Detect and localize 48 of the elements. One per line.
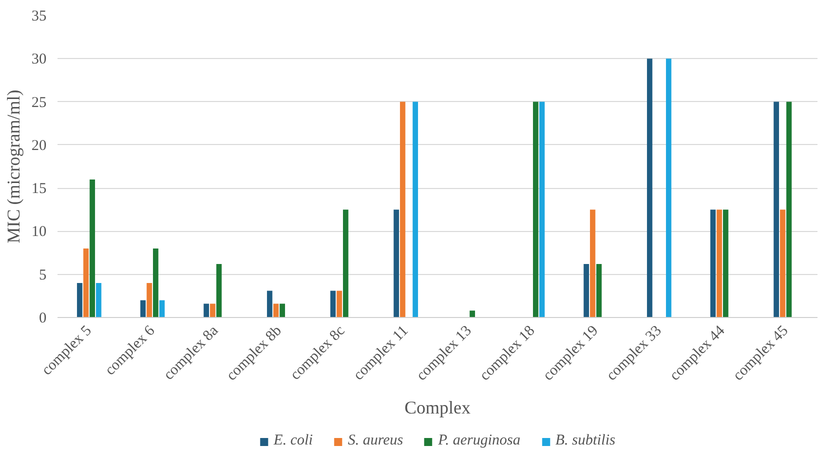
bar: [412, 102, 418, 318]
bar: [722, 210, 728, 318]
bar: [666, 58, 672, 318]
bar: [532, 102, 538, 318]
bar: [216, 264, 222, 318]
bar: [710, 210, 716, 318]
bar: [146, 282, 152, 318]
bar: [140, 300, 146, 318]
legend-label: E. coli: [274, 432, 313, 450]
y-tick-label: 30: [32, 52, 46, 68]
bar: [204, 304, 210, 318]
x-axis-title: Complex: [404, 398, 470, 418]
bar: [159, 300, 165, 318]
bar: [716, 210, 722, 318]
bar: [470, 310, 476, 318]
bar: [596, 264, 602, 318]
bar: [280, 304, 286, 318]
y-tick-label: 25: [32, 94, 46, 111]
legend-label: P. aeruginosa: [438, 432, 520, 450]
y-tick-label: 10: [32, 224, 46, 240]
bar: [342, 210, 348, 318]
bar: [330, 290, 336, 318]
legend-label: B. subtilis: [555, 432, 616, 450]
y-tick-label: 5: [39, 267, 46, 284]
bar: [83, 248, 89, 318]
bar: [76, 282, 82, 318]
bar: [266, 290, 272, 318]
bar: [210, 304, 216, 318]
bar: [584, 264, 590, 318]
bar: [394, 210, 400, 318]
legend-label: S. aureus: [348, 432, 404, 450]
bar: [786, 102, 792, 318]
bar: [96, 282, 102, 318]
y-tick-label: 15: [32, 181, 46, 198]
bar: [539, 102, 545, 318]
y-axis-title: MIC (microgram/ml): [4, 90, 24, 244]
y-tick-label: 20: [32, 138, 46, 154]
y-tick-label: 0: [39, 310, 46, 326]
y-tick-label: 35: [32, 8, 46, 24]
bar: [152, 248, 158, 318]
bar: [90, 179, 96, 318]
bar: [646, 58, 652, 318]
bar: [400, 102, 406, 318]
bar: [336, 290, 342, 318]
bar: [590, 210, 596, 318]
bar: [780, 210, 786, 318]
bar: [273, 304, 279, 318]
bar: [774, 102, 780, 318]
